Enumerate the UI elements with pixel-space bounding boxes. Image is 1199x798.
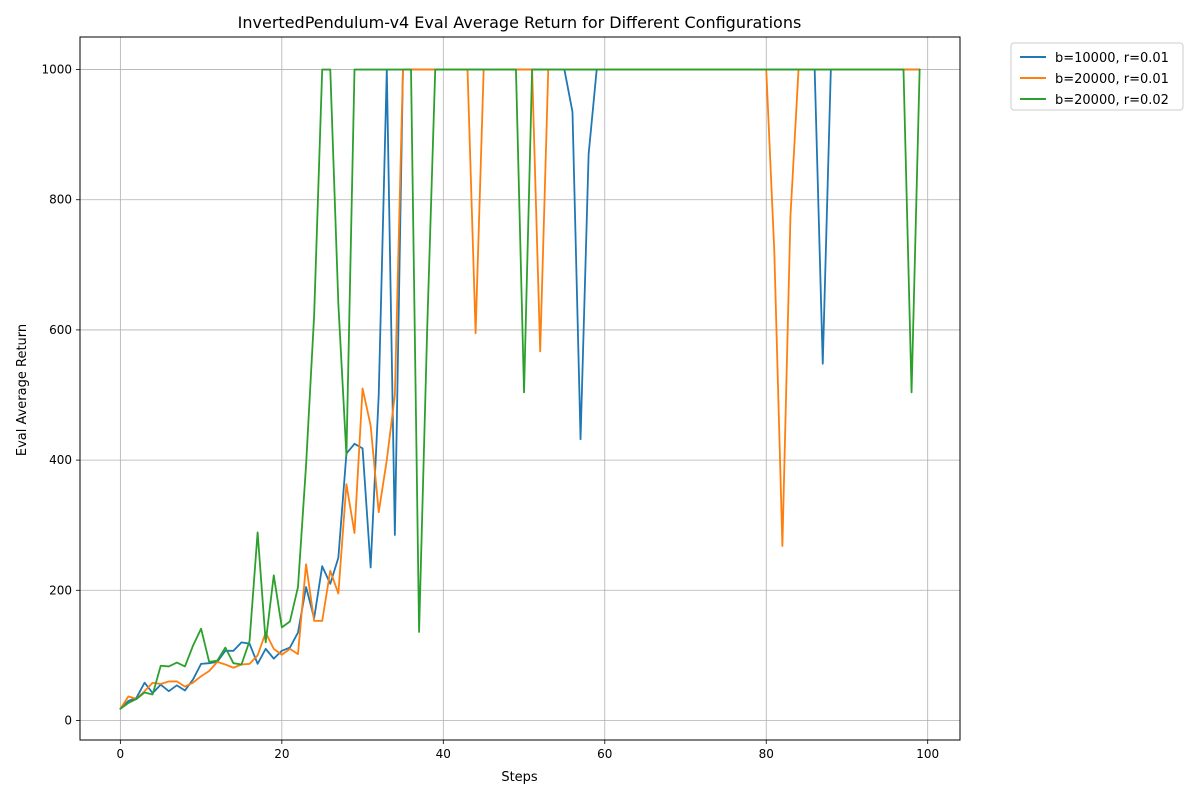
grid <box>80 37 960 740</box>
x-tick-label: 20 <box>274 747 289 761</box>
y-tick-label: 600 <box>49 323 72 337</box>
x-tick-label: 60 <box>597 747 612 761</box>
plot-area-frame <box>79 36 961 741</box>
y-tick-label: 1000 <box>41 63 72 77</box>
x-tick-label: 40 <box>436 747 451 761</box>
y-tick-label: 200 <box>49 583 72 597</box>
series-line-2 <box>119 68 921 710</box>
y-tick-label: 0 <box>64 713 72 727</box>
plot-lines <box>119 68 921 710</box>
x-tick-label: 80 <box>759 747 774 761</box>
y-tick-label: 800 <box>49 193 72 207</box>
legend: b=10000, r=0.01 b=20000, r=0.01 b=20000,… <box>1010 42 1184 111</box>
x-axis-title: Steps <box>501 770 538 785</box>
y-tick-label: 400 <box>49 453 72 467</box>
y-axis-title: Eval Average Return <box>15 324 30 456</box>
series-line-3 <box>119 68 921 710</box>
legend-label-3: b=20000, r=0.02 <box>1055 93 1169 108</box>
x-tick-label: 0 <box>117 747 125 761</box>
series-line-1 <box>119 68 921 710</box>
x-tick-label: 100 <box>916 747 939 761</box>
legend-label-1: b=10000, r=0.01 <box>1055 51 1169 66</box>
chart-title: InvertedPendulum-v4 Eval Average Return … <box>238 13 802 32</box>
legend-frame <box>1010 42 1184 111</box>
legend-label-2: b=20000, r=0.01 <box>1055 72 1169 87</box>
